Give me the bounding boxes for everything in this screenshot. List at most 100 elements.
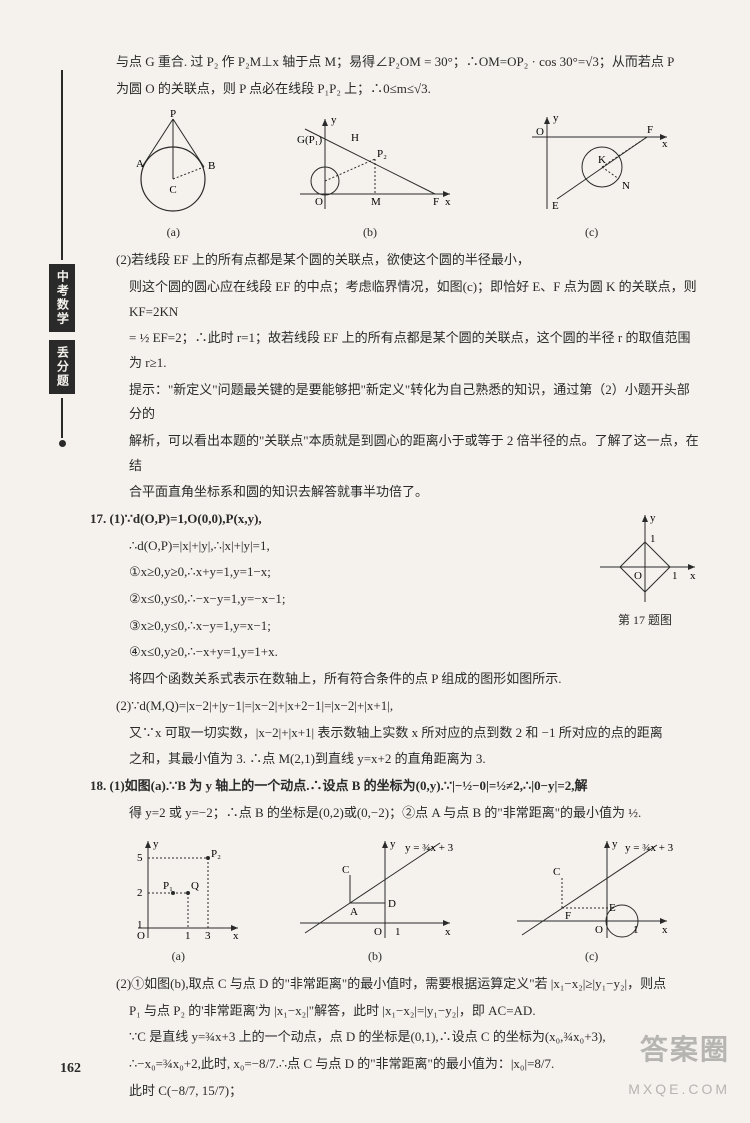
figure-row-2: y x O 5 2 1 1 3 P₂ P₁ Q (a) y x O 1 C — [90, 833, 700, 968]
sidebar: 中考数学 丢分题 — [50, 70, 74, 447]
svg-text:x: x — [233, 930, 239, 942]
watermark-text-2: MXQE.COM — [628, 1076, 730, 1103]
sec2-hint1: 提示："新定义"问题最关键的是要能够把"新定义"转化为自己熟悉的知识，通过第（2… — [90, 378, 700, 427]
svg-text:P₁: P₁ — [163, 880, 173, 892]
sec2b-l2: P₁ 与点 P₂ 的'非常距离'为 |x₁−x₂|"解答，此时 |x₁−x₂|=… — [90, 999, 700, 1024]
q18-l1: 得 y=2 或 y=−2；∴点 B 的坐标是(0,2)或(0,−2)；②点 A … — [90, 801, 700, 826]
q17-figcaption: 第 17 题图 — [590, 609, 700, 632]
sidebar-label-2: 丢分题 — [49, 340, 76, 394]
sidebar-label-1: 中考数学 — [49, 264, 76, 332]
svg-text:3: 3 — [205, 930, 211, 942]
svg-text:2: 2 — [137, 887, 143, 899]
diagram-2c: y x O 1 C F E y = ¾x + 3 — [507, 833, 677, 943]
diagram-2a: y x O 5 2 1 1 3 P₂ P₁ Q — [113, 833, 243, 943]
svg-text:G(P₁): G(P₁) — [297, 134, 323, 146]
svg-text:y: y — [553, 112, 559, 124]
fig2-c: y x O 1 C F E y = ¾x + 3 (c) — [507, 833, 677, 968]
svg-text:y: y — [153, 838, 159, 850]
sec2b-l3: ∵C 是直线 y=¾x+3 上的一个动点，点 D 的坐标是(0,1),∴设点 C… — [90, 1025, 700, 1050]
svg-text:O: O — [315, 196, 323, 208]
svg-text:O: O — [374, 926, 382, 938]
svg-text:B: B — [208, 160, 215, 172]
top-line-1: 与点 G 重合. 过 P₂ 作 P₂M⊥x 轴于点 M；易得∠P₂OM = 30… — [90, 50, 700, 75]
fig2-b-caption: (b) — [290, 945, 460, 968]
svg-text:O: O — [634, 570, 642, 582]
svg-text:1: 1 — [395, 926, 401, 938]
svg-text:y: y — [650, 512, 656, 524]
fig-b: y x G(P₁) H P₂ O M F (b) — [285, 109, 455, 244]
svg-text:E: E — [552, 200, 559, 212]
diagram-coord-b: y x G(P₁) H P₂ O M F — [285, 109, 455, 219]
watermark-text-1: 答案圈 — [628, 1023, 730, 1076]
sidebar-dot — [59, 440, 66, 447]
sec2b-l5: 此时 C(−8/7, 15/7)； — [90, 1079, 700, 1104]
svg-text:y = ¾x + 3: y = ¾x + 3 — [625, 842, 674, 854]
sec2-l1: (2)若线段 EF 上的所有点都是某个圆的关联点，欲使这个圆的半径最小， — [90, 248, 700, 273]
fig-a-caption: (a) — [118, 221, 228, 244]
svg-text:O: O — [536, 126, 544, 138]
sec2b-l1: (2)①如图(b),取点 C 与点 D 的"非常距离"的最小值时，需要根据运算定… — [90, 972, 700, 997]
svg-text:1: 1 — [650, 533, 656, 545]
svg-text:y: y — [612, 838, 618, 850]
sidebar-line-2 — [61, 398, 63, 438]
svg-text:C: C — [553, 866, 560, 878]
q18-head: 18. (1)如图(a).∵B 为 y 轴上的一个动点.∴设点 B 的坐标为(0… — [90, 774, 700, 799]
svg-text:1: 1 — [672, 570, 678, 582]
svg-text:x: x — [662, 138, 668, 150]
svg-text:F: F — [647, 124, 653, 136]
svg-text:y = ¾x + 3: y = ¾x + 3 — [405, 842, 454, 854]
svg-text:P: P — [170, 109, 176, 120]
sec2-hint3: 合平面直角坐标系和圆的知识去解答就事半功倍了。 — [90, 480, 700, 505]
svg-text:A: A — [136, 158, 144, 170]
svg-text:1: 1 — [633, 924, 639, 936]
fig2-a-caption: (a) — [113, 945, 243, 968]
sec2b-l4: ∴−x₀=¾x₀+2,此时, x₀=−8/7.∴点 C 与点 D 的"非常距离"… — [90, 1052, 700, 1077]
diagram-diamond: y x O 1 1 — [590, 507, 700, 607]
svg-text:1: 1 — [185, 930, 191, 942]
svg-text:y: y — [331, 114, 337, 126]
sidebar-line — [61, 70, 63, 260]
svg-text:C: C — [170, 184, 177, 196]
sec2-l2: 则这个圆的圆心应在线段 EF 的中点；考虑临界情况，如图(c)；即恰好 E、F … — [90, 275, 700, 324]
diagram-circle-tangent: P A B C — [118, 109, 228, 219]
svg-text:C: C — [342, 864, 349, 876]
fig-c-caption: (c) — [512, 221, 672, 244]
svg-text:x: x — [662, 924, 668, 936]
svg-text:1: 1 — [137, 919, 143, 931]
fig-c: y O F x K N E (c) — [512, 109, 672, 244]
svg-text:P₂: P₂ — [377, 148, 387, 160]
q17-figure: y x O 1 1 第 17 题图 — [590, 507, 700, 632]
fig2-c-caption: (c) — [507, 945, 677, 968]
fig-a: P A B C (a) — [118, 109, 228, 244]
svg-text:x: x — [445, 196, 451, 208]
svg-text:x: x — [690, 570, 696, 582]
watermark: 答案圈 MXQE.COM — [628, 1023, 730, 1103]
svg-text:N: N — [622, 180, 630, 192]
svg-text:P₂: P₂ — [211, 848, 221, 860]
fig-b-caption: (b) — [285, 221, 455, 244]
q17-p2a: (2)∵d(M,Q)=|x−2|+|y−1|=|x−2|+|x+2−1|=|x−… — [90, 694, 700, 719]
sec2-hint2: 解析，可以看出本题的"关联点"本质就是到圆心的距离小于或等于 2 倍半径的点。了… — [90, 429, 700, 478]
svg-text:x: x — [445, 926, 451, 938]
svg-text:O: O — [595, 924, 603, 936]
svg-text:F: F — [433, 196, 439, 208]
svg-text:5: 5 — [137, 852, 143, 864]
q17-p2c: 之和，其最小值为 3. ∴点 M(2,1)到直线 y=x+2 的直角距离为 3. — [90, 747, 700, 772]
svg-text:M: M — [371, 196, 381, 208]
top-line-2: 为圆 O 的关联点，则 P 点必在线段 P₁P₂ 上；∴0≤m≤√3. — [90, 77, 700, 102]
figure-row-1: P A B C (a) y x G(P₁) H P₂ O M F (b) — [90, 109, 700, 244]
svg-text:D: D — [388, 898, 396, 910]
page-number: 162 — [60, 1056, 81, 1083]
svg-text:E: E — [609, 902, 616, 914]
diagram-coord-c: y O F x K N E — [512, 109, 672, 219]
svg-text:Q: Q — [191, 880, 199, 892]
svg-text:A: A — [350, 906, 358, 918]
fig2-b: y x O 1 C A D y = ¾x + 3 (b) — [290, 833, 460, 968]
q17-l6: 将四个函数关系式表示在数轴上，所有符合条件的点 P 组成的图形如图所示. — [90, 667, 700, 692]
svg-text:K: K — [598, 154, 606, 166]
q17-l5: ④x≤0,y≥0,∴−x+y=1,y=1+x. — [90, 640, 700, 665]
svg-text:y: y — [390, 838, 396, 850]
diagram-2b: y x O 1 C A D y = ¾x + 3 — [290, 833, 460, 943]
svg-text:O: O — [137, 930, 145, 942]
q17-p2b: 又∵x 可取一切实数，|x−2|+|x+1| 表示数轴上实数 x 所对应的点到数… — [90, 721, 700, 746]
